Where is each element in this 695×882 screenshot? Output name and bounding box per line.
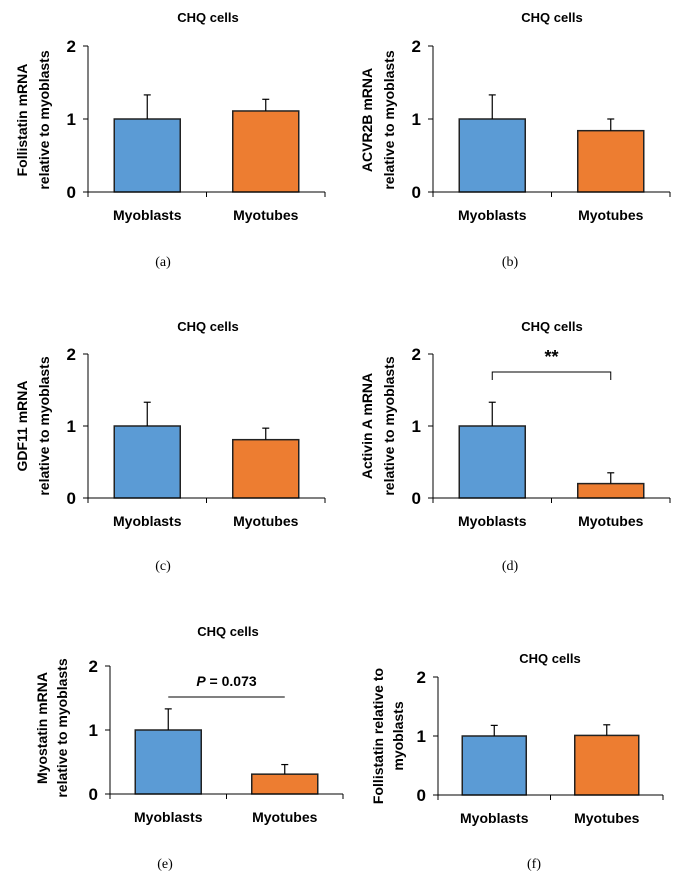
significance-bracket <box>491 371 612 380</box>
y-axis-label: relative to myoblasts <box>381 50 397 189</box>
x-tick-label: Myoblasts <box>458 513 527 529</box>
panel-caption: (a) <box>155 255 171 270</box>
x-tick-label: Myoblasts <box>458 207 527 223</box>
p-symbol: P <box>196 673 206 689</box>
y-axis-label: Myostatin mRNA <box>34 672 50 784</box>
significance-value: = 0.073 <box>206 673 257 689</box>
y-tick-label: 2 <box>417 668 426 687</box>
x-tick-label: Myoblasts <box>113 207 182 223</box>
chart-panel: CHQ cells ACVR2B mRNA relative to myoblast… <box>359 10 671 270</box>
bar-myotubes <box>577 482 645 499</box>
bar-myotubes <box>251 773 319 795</box>
y-tick-label: 2 <box>67 345 76 364</box>
y-axis-label: ACVR2B mRNA <box>359 68 375 172</box>
y-axis-label: relative to myoblasts <box>54 658 70 797</box>
bar-myotubes <box>232 110 300 193</box>
bar-myotubes <box>574 734 640 796</box>
chart-panel: CHQ cells Follistatin mRNA relative to myo… <box>14 10 326 270</box>
y-tick-label: 1 <box>412 417 421 436</box>
y-axis-label: Activin A mRNA <box>359 373 375 479</box>
bar-myoblasts <box>458 118 526 193</box>
bar-myoblasts <box>113 118 181 193</box>
chart-title: CHQ cells <box>177 10 238 25</box>
x-tick-label: Myotubes <box>574 810 640 826</box>
chart-panel: CHQ cells Myostatin mRNA relative to myobl… <box>34 624 344 872</box>
significance-label: P = 0.073 <box>196 673 257 689</box>
x-tick-label: Myotubes <box>578 207 644 223</box>
panel-caption: (e) <box>157 857 173 872</box>
y-tick-label: 0 <box>67 183 76 202</box>
x-tick-label: Myotubes <box>233 207 299 223</box>
y-tick-label: 0 <box>412 489 421 508</box>
y-tick-label: 1 <box>417 727 426 746</box>
x-tick-label: Myotubes <box>578 513 644 529</box>
chart-title: CHQ cells <box>521 319 582 334</box>
y-axis-label: myoblasts <box>390 701 406 770</box>
chart-panel: CHQ cells Follistatin relative to myoblast… <box>370 651 664 872</box>
y-tick-label: 0 <box>67 489 76 508</box>
y-axis-label: GDF11 mRNA <box>14 380 30 471</box>
panel-caption: (c) <box>155 559 171 574</box>
chart-title: CHQ cells <box>177 319 238 334</box>
y-axis-label: relative to myoblasts <box>36 356 52 495</box>
y-tick-label: 0 <box>89 785 98 804</box>
y-tick-label: 0 <box>412 183 421 202</box>
y-tick-label: 2 <box>89 657 98 676</box>
y-tick-label: 1 <box>412 110 421 129</box>
panel-caption: (d) <box>502 559 519 574</box>
bar-myoblasts <box>461 735 527 796</box>
bar-myotubes <box>577 129 645 193</box>
panel-caption: (b) <box>502 255 519 270</box>
x-tick-label: Myotubes <box>233 513 299 529</box>
y-tick-label: 0 <box>417 786 426 805</box>
y-axis-label: Follistatin mRNA <box>14 64 30 177</box>
x-tick-label: Myoblasts <box>460 810 529 826</box>
bar-myoblasts <box>134 729 202 795</box>
chart-panel: CHQ cells GDF11 mRNA relative to myoblasts… <box>14 319 326 574</box>
y-tick-label: 1 <box>89 721 98 740</box>
bar-myoblasts <box>458 425 526 499</box>
y-tick-label: 1 <box>67 417 76 436</box>
bar-myoblasts <box>113 425 181 499</box>
y-axis-label: relative to myoblasts <box>381 356 397 495</box>
y-axis-label: Follistatin relative to <box>370 668 386 804</box>
x-tick-label: Myotubes <box>252 809 318 825</box>
significance-value: ** <box>544 347 558 367</box>
y-tick-label: 2 <box>412 345 421 364</box>
significance-label: ** <box>544 347 558 367</box>
bar-myotubes <box>232 438 300 499</box>
panel-caption: (f) <box>527 857 541 872</box>
chart-title: CHQ cells <box>521 10 582 25</box>
y-tick-label: 2 <box>412 37 421 56</box>
x-tick-label: Myoblasts <box>113 513 182 529</box>
chart-title: CHQ cells <box>197 624 258 639</box>
y-tick-label: 2 <box>67 37 76 56</box>
y-tick-label: 1 <box>67 110 76 129</box>
chart-panel: CHQ cells Activin A mRNA relative to myobl… <box>359 319 671 574</box>
y-axis-label: relative to myoblasts <box>36 50 52 189</box>
chart-title: CHQ cells <box>519 651 580 666</box>
x-tick-label: Myoblasts <box>134 809 203 825</box>
